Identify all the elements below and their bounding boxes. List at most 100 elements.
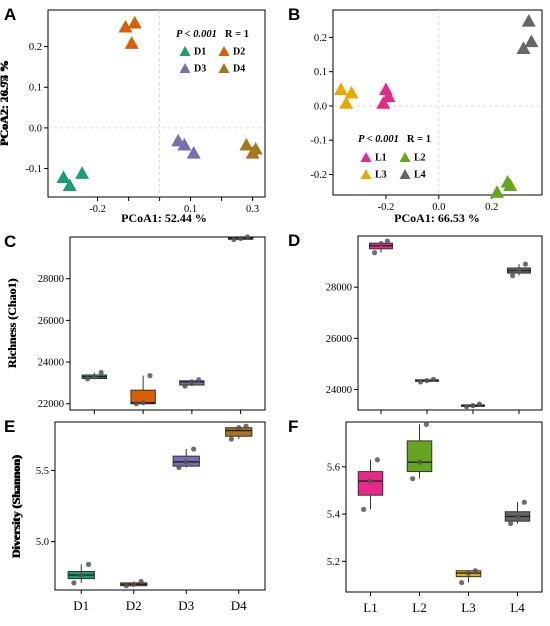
x-axis-label: PCoA1: 66.53 %	[394, 211, 480, 225]
x-tick-label: D4	[231, 598, 247, 613]
observation-point-L1	[361, 506, 367, 512]
y-tick-label: 26000	[38, 316, 64, 327]
legend-label: L3	[375, 170, 387, 181]
observation-point-L1	[378, 241, 384, 247]
observation-point-D4	[228, 436, 234, 442]
y-axis-label: PCoA2: 26.95 %	[0, 61, 11, 147]
y-tick-label: 24000	[38, 358, 64, 369]
x-tick-label: 0.1	[184, 204, 197, 215]
data-point-L4	[516, 41, 531, 54]
x-tick-label: L3	[461, 600, 475, 615]
observation-point-D2	[138, 578, 144, 585]
observation-point-L3	[470, 403, 476, 409]
x-tick-label: 0.2	[485, 202, 498, 213]
observation-point-D4	[236, 425, 242, 431]
observation-point-L4	[509, 273, 516, 279]
observation-point-L4	[514, 513, 521, 520]
data-point-D3	[186, 145, 201, 159]
observation-point-L2	[430, 376, 437, 382]
data-point-D2	[124, 36, 139, 49]
observation-point-D4	[243, 423, 249, 429]
observation-point-D1	[86, 561, 92, 567]
x-axis-label: PCoA1: 52.44 %	[121, 211, 207, 225]
legend-label: D3	[194, 64, 206, 75]
observation-point-L3	[459, 579, 465, 586]
y-tick-label: -0.1	[25, 164, 42, 175]
x-tick-label: -0.2	[378, 202, 395, 213]
x-tick-label: 0.0	[432, 202, 445, 213]
legend-label: L2	[414, 153, 426, 164]
observation-point-L1	[384, 238, 391, 244]
data-point-D4	[248, 141, 263, 155]
y-tick-label: 5.6	[327, 462, 340, 473]
legend-label: D4	[233, 64, 245, 75]
y-tick-label: 22000	[38, 399, 64, 410]
box-L2	[406, 440, 433, 473]
observation-point-D1	[98, 369, 104, 376]
y-tick-label: 0.1	[29, 83, 42, 94]
legend-swatch-D4	[218, 63, 230, 73]
observation-point-D4	[238, 235, 244, 242]
observation-point-D2	[131, 581, 137, 587]
r-value: R = 1	[407, 134, 431, 145]
data-point-L1	[376, 96, 391, 109]
legend-label: L4	[414, 170, 426, 181]
x-tick-label: D3	[178, 598, 194, 613]
legend-label: D1	[194, 47, 206, 58]
panel-A: A -0.1 0.0 0.1 0.2 PCoA2: 26.95 % -0.2 0.1 0.3 PC…	[0, 5, 266, 225]
x-tick-label: -0.2	[89, 204, 106, 215]
data-point-L1	[378, 82, 393, 96]
x-tick-label: L4	[510, 600, 525, 615]
y-axis-label: Richness (Chao1)	[5, 279, 19, 369]
plot-frame	[47, 9, 266, 198]
x-tick-label: D2	[126, 598, 142, 613]
observation-point-D2	[123, 583, 129, 589]
y-tick-label: 0.2	[29, 42, 42, 53]
panel-label: D	[288, 231, 300, 250]
observation-point-L1	[371, 250, 378, 256]
stat-annotation: P < 0.001 R = 1	[358, 134, 431, 145]
y-tick-label: 0.0	[29, 123, 42, 134]
observation-point-L2	[410, 476, 416, 482]
observation-point-D1	[71, 580, 77, 586]
legend-swatch-D1	[179, 46, 191, 56]
observation-point-L3	[472, 568, 478, 574]
y-tick-label: -0.2	[310, 170, 327, 181]
observation-point-D2	[140, 400, 146, 406]
y-tick-label: 5.4	[327, 510, 341, 521]
data-point-L2	[503, 178, 518, 192]
y-tick-label: 0.1	[314, 67, 327, 78]
observation-point-D3	[183, 459, 189, 465]
observation-point-L3	[476, 401, 483, 407]
x-tick-label: L2	[412, 600, 426, 615]
data-point-D2	[127, 15, 142, 29]
legend-swatch-L3	[360, 169, 372, 179]
y-tick-label: 28000	[38, 274, 64, 285]
observation-point-L1	[374, 457, 380, 463]
observation-point-L1	[367, 478, 374, 484]
plot-frame	[345, 421, 543, 593]
data-point-D3	[177, 137, 192, 151]
observation-point-D1	[91, 374, 97, 380]
data-point-L3	[333, 82, 348, 96]
data-point-D4	[239, 137, 254, 151]
legend-label: D2	[233, 47, 245, 58]
data-point-L3	[339, 96, 354, 109]
observation-point-D4	[231, 236, 237, 243]
y-axis-label: Diversity (Shannon)	[9, 454, 23, 557]
observation-point-L4	[521, 499, 527, 505]
observation-point-D2	[133, 401, 139, 407]
observation-point-L2	[416, 459, 423, 465]
panel-F: F 5.2 5.4 5.6 Diversity (Shannon) L1 L2 L3 L4	[9, 417, 543, 615]
legend-label: L1	[375, 153, 387, 164]
y-tick-label: 5.0	[36, 537, 49, 548]
panel-label: E	[4, 417, 15, 436]
observation-point-D1	[78, 572, 84, 578]
y-tick-label: 26000	[326, 334, 352, 345]
r-value: R = 1	[225, 29, 249, 40]
panel-E: E 5.0 5.5 Diversity (Shannon) D1 D2 D3 D4	[4, 417, 266, 613]
observation-point-L2	[424, 377, 430, 384]
panel-label: A	[4, 5, 16, 24]
y-tick-label: 5.5	[36, 466, 49, 477]
